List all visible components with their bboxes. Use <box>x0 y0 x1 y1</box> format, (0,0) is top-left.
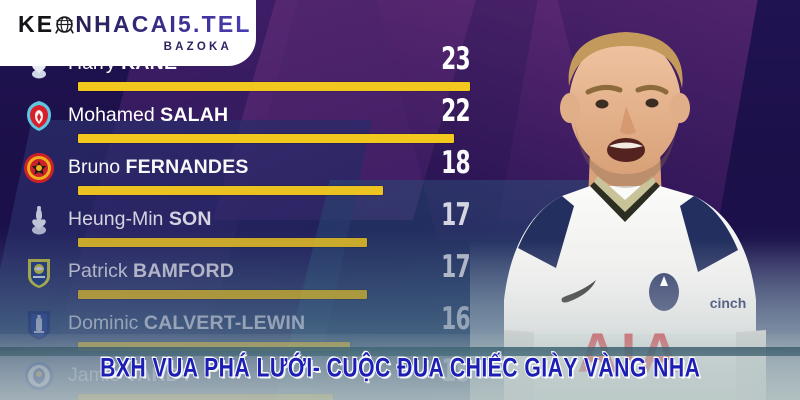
goal-bar-track <box>78 82 470 91</box>
goal-bar-track <box>78 238 367 247</box>
leeds-united-badge-icon <box>22 255 56 289</box>
goal-bar-track <box>78 134 454 143</box>
liverpool-badge-icon <box>22 99 56 133</box>
logo-text-gradient: NHACAI5.TEL <box>75 11 252 37</box>
scorer-row: Bruno FERNANDES 18 <box>0 145 492 202</box>
player-name: Patrick BAMFORD <box>68 262 234 282</box>
goal-bar <box>78 238 367 247</box>
player-name: Bruno FERNANDES <box>68 158 249 178</box>
player-last-name: SON <box>168 208 212 231</box>
goal-bar <box>78 186 383 195</box>
everton-badge-icon <box>22 307 56 341</box>
goal-count: 22 <box>441 93 470 129</box>
player-last-name: CALVERT-LEWIN <box>143 312 306 335</box>
goal-count: 16 <box>441 301 470 337</box>
player-first-name: Patrick <box>68 260 128 283</box>
site-logo[interactable]: KE NHACAI5.TEL BAZOKA <box>0 0 256 66</box>
goal-bar-track <box>78 186 383 195</box>
scorer-row: Mohamed SALAH 22 <box>0 93 492 150</box>
player-name: Heung-Min SON <box>68 210 212 230</box>
player-last-name: BAMFORD <box>133 260 235 283</box>
logo-subtitle: BAZOKA <box>163 41 232 53</box>
player-first-name: Dominic <box>68 312 139 335</box>
goal-count: 23 <box>441 41 470 77</box>
logo-text-dark: KE <box>18 11 55 37</box>
tottenham-badge-icon <box>22 203 56 237</box>
globe-mascot-icon <box>55 15 75 34</box>
bottom-banner: BXH VUA PHÁ LƯỚI- CUỘC ĐUA CHIẾC GIÀY VÀ… <box>0 334 800 400</box>
goal-count: 17 <box>441 249 470 285</box>
scorer-row: Patrick BAMFORD 17 <box>0 249 492 306</box>
player-last-name: FERNANDES <box>125 156 249 179</box>
manchester-united-badge-icon <box>22 151 56 185</box>
player-photo: AIA cinch <box>470 0 800 400</box>
scorer-row: Harry KANE 23 <box>0 41 492 98</box>
goal-bar <box>78 82 470 91</box>
player-first-name: Bruno <box>68 156 121 179</box>
harry-kane-illustration: AIA cinch <box>470 0 800 400</box>
banner-title: BXH VUA PHÁ LƯỚI- CUỘC ĐUA CHIẾC GIÀY VÀ… <box>99 350 701 383</box>
player-first-name: Heung-Min <box>68 208 164 231</box>
goal-count: 18 <box>441 145 470 181</box>
goal-count: 17 <box>441 197 470 233</box>
player-first-name: Mohamed <box>68 104 155 127</box>
goal-bar <box>78 290 367 299</box>
goal-bar <box>78 134 454 143</box>
scorer-row: Heung-Min SON 17 <box>0 197 492 254</box>
logo-wordmark: KE NHACAI5.TEL <box>18 13 256 36</box>
player-last-name: SALAH <box>160 104 229 127</box>
player-name: Dominic CALVERT-LEWIN <box>68 314 305 334</box>
goal-bar-track <box>78 290 367 299</box>
player-name: Mohamed SALAH <box>68 106 228 126</box>
